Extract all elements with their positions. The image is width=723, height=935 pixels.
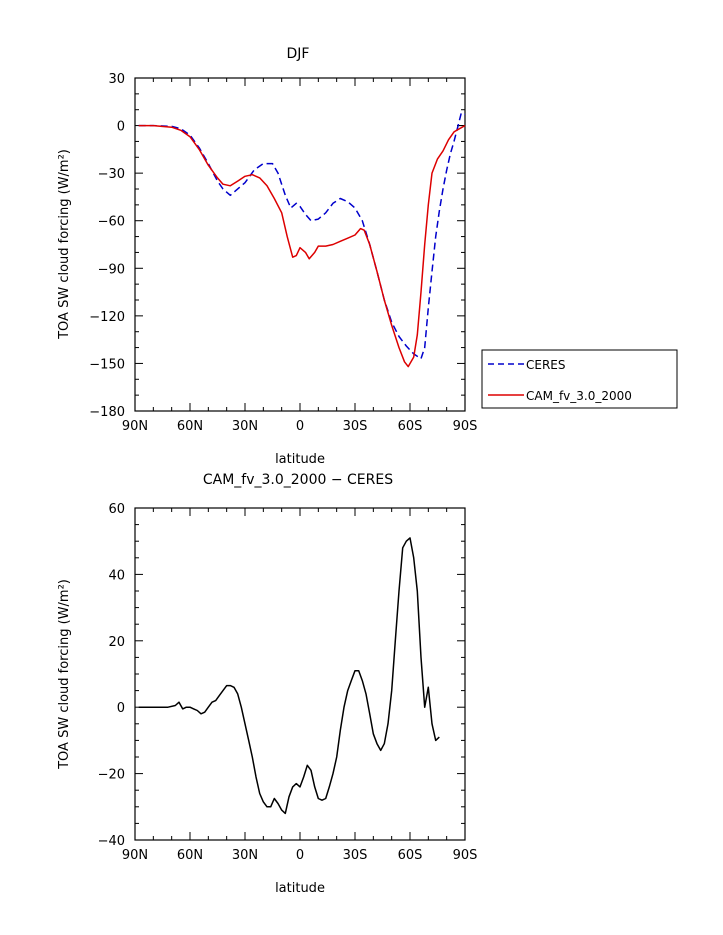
y-tick-label: 60 [108, 502, 125, 517]
x-tick-label: 90S [453, 419, 478, 434]
bottom-series [138, 537, 440, 815]
legend-label-ceres: CERES [526, 358, 566, 372]
bottom-panel: CAM_fv_3.0_2000 − CERES 90N 60N 30N 0 30S 60S… [57, 472, 477, 896]
y-tick-label: 0 [117, 701, 125, 716]
series-line-cam-fv-3-0-2000 [138, 124, 466, 368]
top-ticks: 90N 60N 30N 0 30S 60S 90S 30 0 −30 −60 −90 −120 −150 −… [89, 72, 477, 434]
y-tick-label: −40 [98, 834, 125, 849]
bottom-panel-title: CAM_fv_3.0_2000 − CERES [203, 472, 393, 488]
x-tick-label: 30N [232, 419, 258, 434]
top-x-axis-title: latitude [275, 452, 325, 467]
series-line-ceres [138, 112, 466, 360]
y-tick-label: −150 [89, 357, 125, 372]
x-tick-label: 30S [343, 848, 368, 863]
top-y-axis-title: TOA SW cloud forcing (W/m²) [57, 149, 72, 340]
x-tick-label: 0 [296, 419, 304, 434]
bottom-y-axis-title: TOA SW cloud forcing (W/m²) [57, 579, 72, 770]
x-tick-label: 60S [398, 419, 423, 434]
x-tick-label: 60N [177, 419, 203, 434]
bottom-ticks: 90N 60N 30N 0 30S 60S 90S 60 40 20 0 −20 −40 [98, 502, 478, 863]
top-plot-frame [134, 77, 466, 412]
y-tick-label: −30 [98, 167, 125, 182]
y-tick-label: 20 [108, 635, 125, 650]
top-panel-title: DJF [287, 46, 310, 62]
x-tick-label: 90N [122, 848, 148, 863]
legend-box [481, 349, 678, 409]
x-tick-label: 60N [177, 848, 203, 863]
legend: CERES CAM_fv_3.0_2000 [481, 349, 678, 409]
y-tick-label: 0 [117, 120, 125, 135]
y-tick-label: 40 [108, 568, 125, 583]
y-tick-label: 30 [108, 72, 125, 87]
x-tick-label: 90N [122, 419, 148, 434]
x-tick-label: 30N [232, 848, 258, 863]
y-tick-label: −180 [89, 405, 125, 420]
y-tick-label: −90 [98, 262, 125, 277]
legend-label-cam: CAM_fv_3.0_2000 [526, 389, 632, 403]
x-tick-label: 30S [343, 419, 368, 434]
bottom-x-axis-title: latitude [275, 881, 325, 896]
x-tick-label: 60S [398, 848, 423, 863]
x-tick-label: 0 [296, 848, 304, 863]
y-tick-label: −120 [89, 310, 125, 325]
x-tick-label: 90S [453, 848, 478, 863]
top-panel: DJF 90N 60N 30N 0 30S 60S 90S 30 0 −30 −60 −90 −120 −… [57, 46, 678, 467]
top-series [138, 112, 466, 368]
y-tick-label: −60 [98, 215, 125, 230]
difference-line [138, 537, 440, 815]
y-tick-label: −20 [98, 768, 125, 783]
bottom-plot-frame [134, 507, 466, 841]
